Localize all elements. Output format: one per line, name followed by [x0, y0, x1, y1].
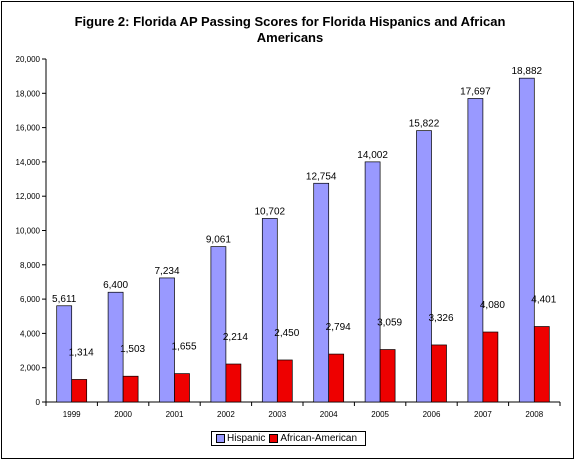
y-tick-label: 10,000	[16, 227, 41, 236]
y-tick-label: 4,000	[20, 329, 41, 338]
bar-hispanic	[416, 130, 432, 403]
bar-hispanic	[364, 161, 381, 403]
chart-legend: Hispanic African-American	[211, 431, 366, 446]
x-tick-label: 2001	[166, 410, 184, 419]
bar-african-american	[122, 375, 139, 403]
data-label-african-american: 2,214	[223, 332, 248, 343]
bar-african-american	[328, 353, 345, 403]
bar-hispanic	[210, 246, 227, 403]
y-tick-label: 18,000	[16, 89, 41, 98]
data-label-hispanic: 10,702	[255, 206, 286, 217]
y-tick-label: 14,000	[16, 158, 41, 167]
legend-swatch-hispanic	[216, 434, 225, 443]
bar-african-american	[276, 359, 293, 403]
data-label-hispanic: 15,822	[409, 119, 440, 130]
data-label-hispanic: 9,061	[206, 235, 231, 246]
data-label-hispanic: 5,611	[52, 294, 77, 305]
data-label-african-american: 3,059	[377, 318, 402, 329]
x-tick-label: 1999	[63, 410, 81, 419]
bar-hispanic	[159, 277, 175, 403]
legend-label-hispanic: Hispanic	[227, 433, 266, 444]
data-label-hispanic: 14,002	[357, 150, 388, 161]
x-tick-label: 2005	[371, 410, 389, 419]
y-tick-label: 12,000	[16, 192, 41, 201]
y-tick-label: 8,000	[20, 261, 41, 270]
x-tick-label: 2008	[525, 410, 543, 419]
data-label-african-american: 2,450	[274, 328, 299, 339]
bar-african-american	[431, 344, 447, 403]
bar-hispanic	[467, 98, 484, 403]
data-label-african-american: 1,503	[120, 344, 145, 355]
x-tick-label: 2002	[217, 410, 235, 419]
data-label-hispanic: 7,234	[154, 266, 179, 277]
y-tick-label: 0	[36, 398, 41, 407]
bar-african-american	[174, 373, 190, 403]
bar-african-american	[225, 363, 242, 403]
bar-african-american	[482, 331, 499, 403]
chart-title: Figure 2: Florida AP Passing Scores for …	[74, 14, 506, 45]
data-label-african-american: 4,080	[480, 300, 505, 311]
x-tick-label: 2006	[423, 410, 441, 419]
y-tick-label: 16,000	[16, 124, 41, 133]
bar-african-american	[71, 379, 88, 403]
bar-hispanic	[107, 291, 124, 403]
legend-item-hispanic: Hispanic	[216, 433, 265, 444]
bar-hispanic	[518, 77, 535, 403]
y-tick-label: 6,000	[20, 295, 41, 304]
data-label-hispanic: 6,400	[103, 280, 128, 291]
bar-hispanic	[56, 305, 73, 403]
y-tick-label: 20,000	[16, 55, 41, 64]
bar-hispanic	[313, 182, 330, 403]
data-label-hispanic: 12,754	[306, 171, 337, 182]
x-tick-label: 2007	[474, 410, 492, 419]
data-label-african-american: 4,401	[531, 295, 556, 306]
data-label-african-american: 1,655	[171, 342, 196, 353]
legend-item-african-american: African-American	[269, 433, 357, 444]
legend-label-african-american: African-American	[280, 433, 358, 444]
legend-swatch-african-american	[269, 434, 279, 443]
bar-hispanic	[261, 218, 278, 403]
bar-african-american	[379, 349, 396, 403]
x-tick-label: 2000	[114, 410, 132, 419]
x-tick-label: 2004	[320, 410, 338, 419]
data-label-hispanic: 18,882	[512, 66, 543, 77]
x-tick-label: 2003	[268, 410, 286, 419]
data-label-african-american: 1,314	[69, 347, 94, 358]
data-label-african-american: 3,326	[428, 313, 453, 324]
y-tick-label: 2,000	[20, 364, 41, 373]
bar-african-american	[533, 326, 550, 403]
data-label-hispanic: 17,697	[460, 86, 491, 97]
data-label-african-american: 2,794	[326, 322, 351, 333]
